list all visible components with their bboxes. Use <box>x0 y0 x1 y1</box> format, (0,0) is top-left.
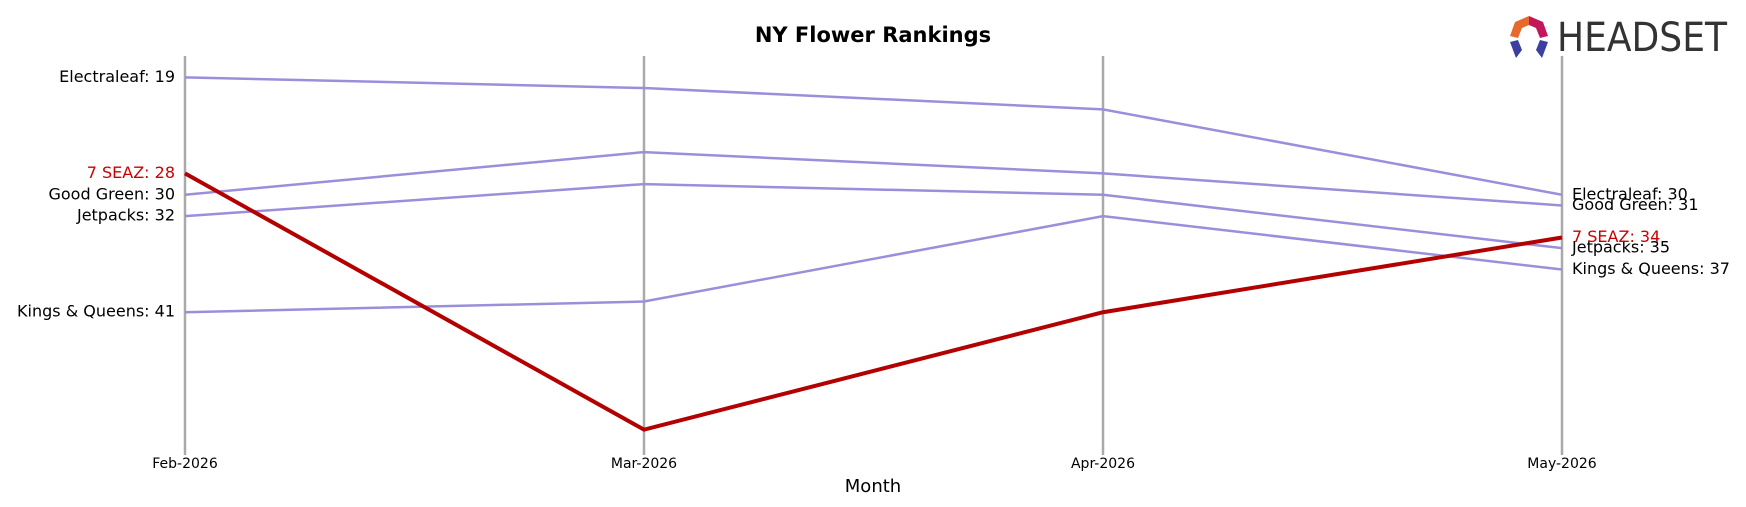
series-line <box>184 214 1563 314</box>
value-label: Good Green: 30 <box>48 184 175 203</box>
series-line <box>184 76 1563 197</box>
value-label: Good Green: 31 <box>1572 195 1699 214</box>
chart-title: NY Flower Rankings <box>755 23 991 47</box>
series-line <box>184 182 1563 250</box>
logo-icon <box>1529 16 1548 38</box>
logo: HEADSET <box>1510 15 1727 61</box>
logo-icon <box>1510 40 1522 58</box>
series-line <box>184 150 1563 207</box>
series-line <box>184 171 1563 432</box>
value-label: Electraleaf: 19 <box>59 67 175 86</box>
x-tick-label: May-2026 <box>1527 456 1596 472</box>
logo-icon <box>1536 40 1548 58</box>
value-label: 7 SEAZ: 28 <box>87 163 175 182</box>
x-tick-label: Mar-2026 <box>611 456 677 472</box>
logo-text: HEADSET <box>1557 15 1727 61</box>
value-label: 7 SEAZ: 34 <box>1572 227 1660 246</box>
x-axis-label: Month <box>845 476 901 497</box>
value-label: Jetpacks: 35 <box>1571 238 1670 257</box>
value-label: Electraleaf: 30 <box>1572 184 1688 203</box>
x-tick-label: Apr-2026 <box>1071 456 1135 472</box>
logo-icon <box>1510 16 1529 38</box>
value-label: Jetpacks: 32 <box>76 206 175 225</box>
value-label: Kings & Queens: 41 <box>17 302 175 321</box>
x-tick-label: Feb-2026 <box>152 456 218 472</box>
value-label: Kings & Queens: 37 <box>1572 259 1730 278</box>
